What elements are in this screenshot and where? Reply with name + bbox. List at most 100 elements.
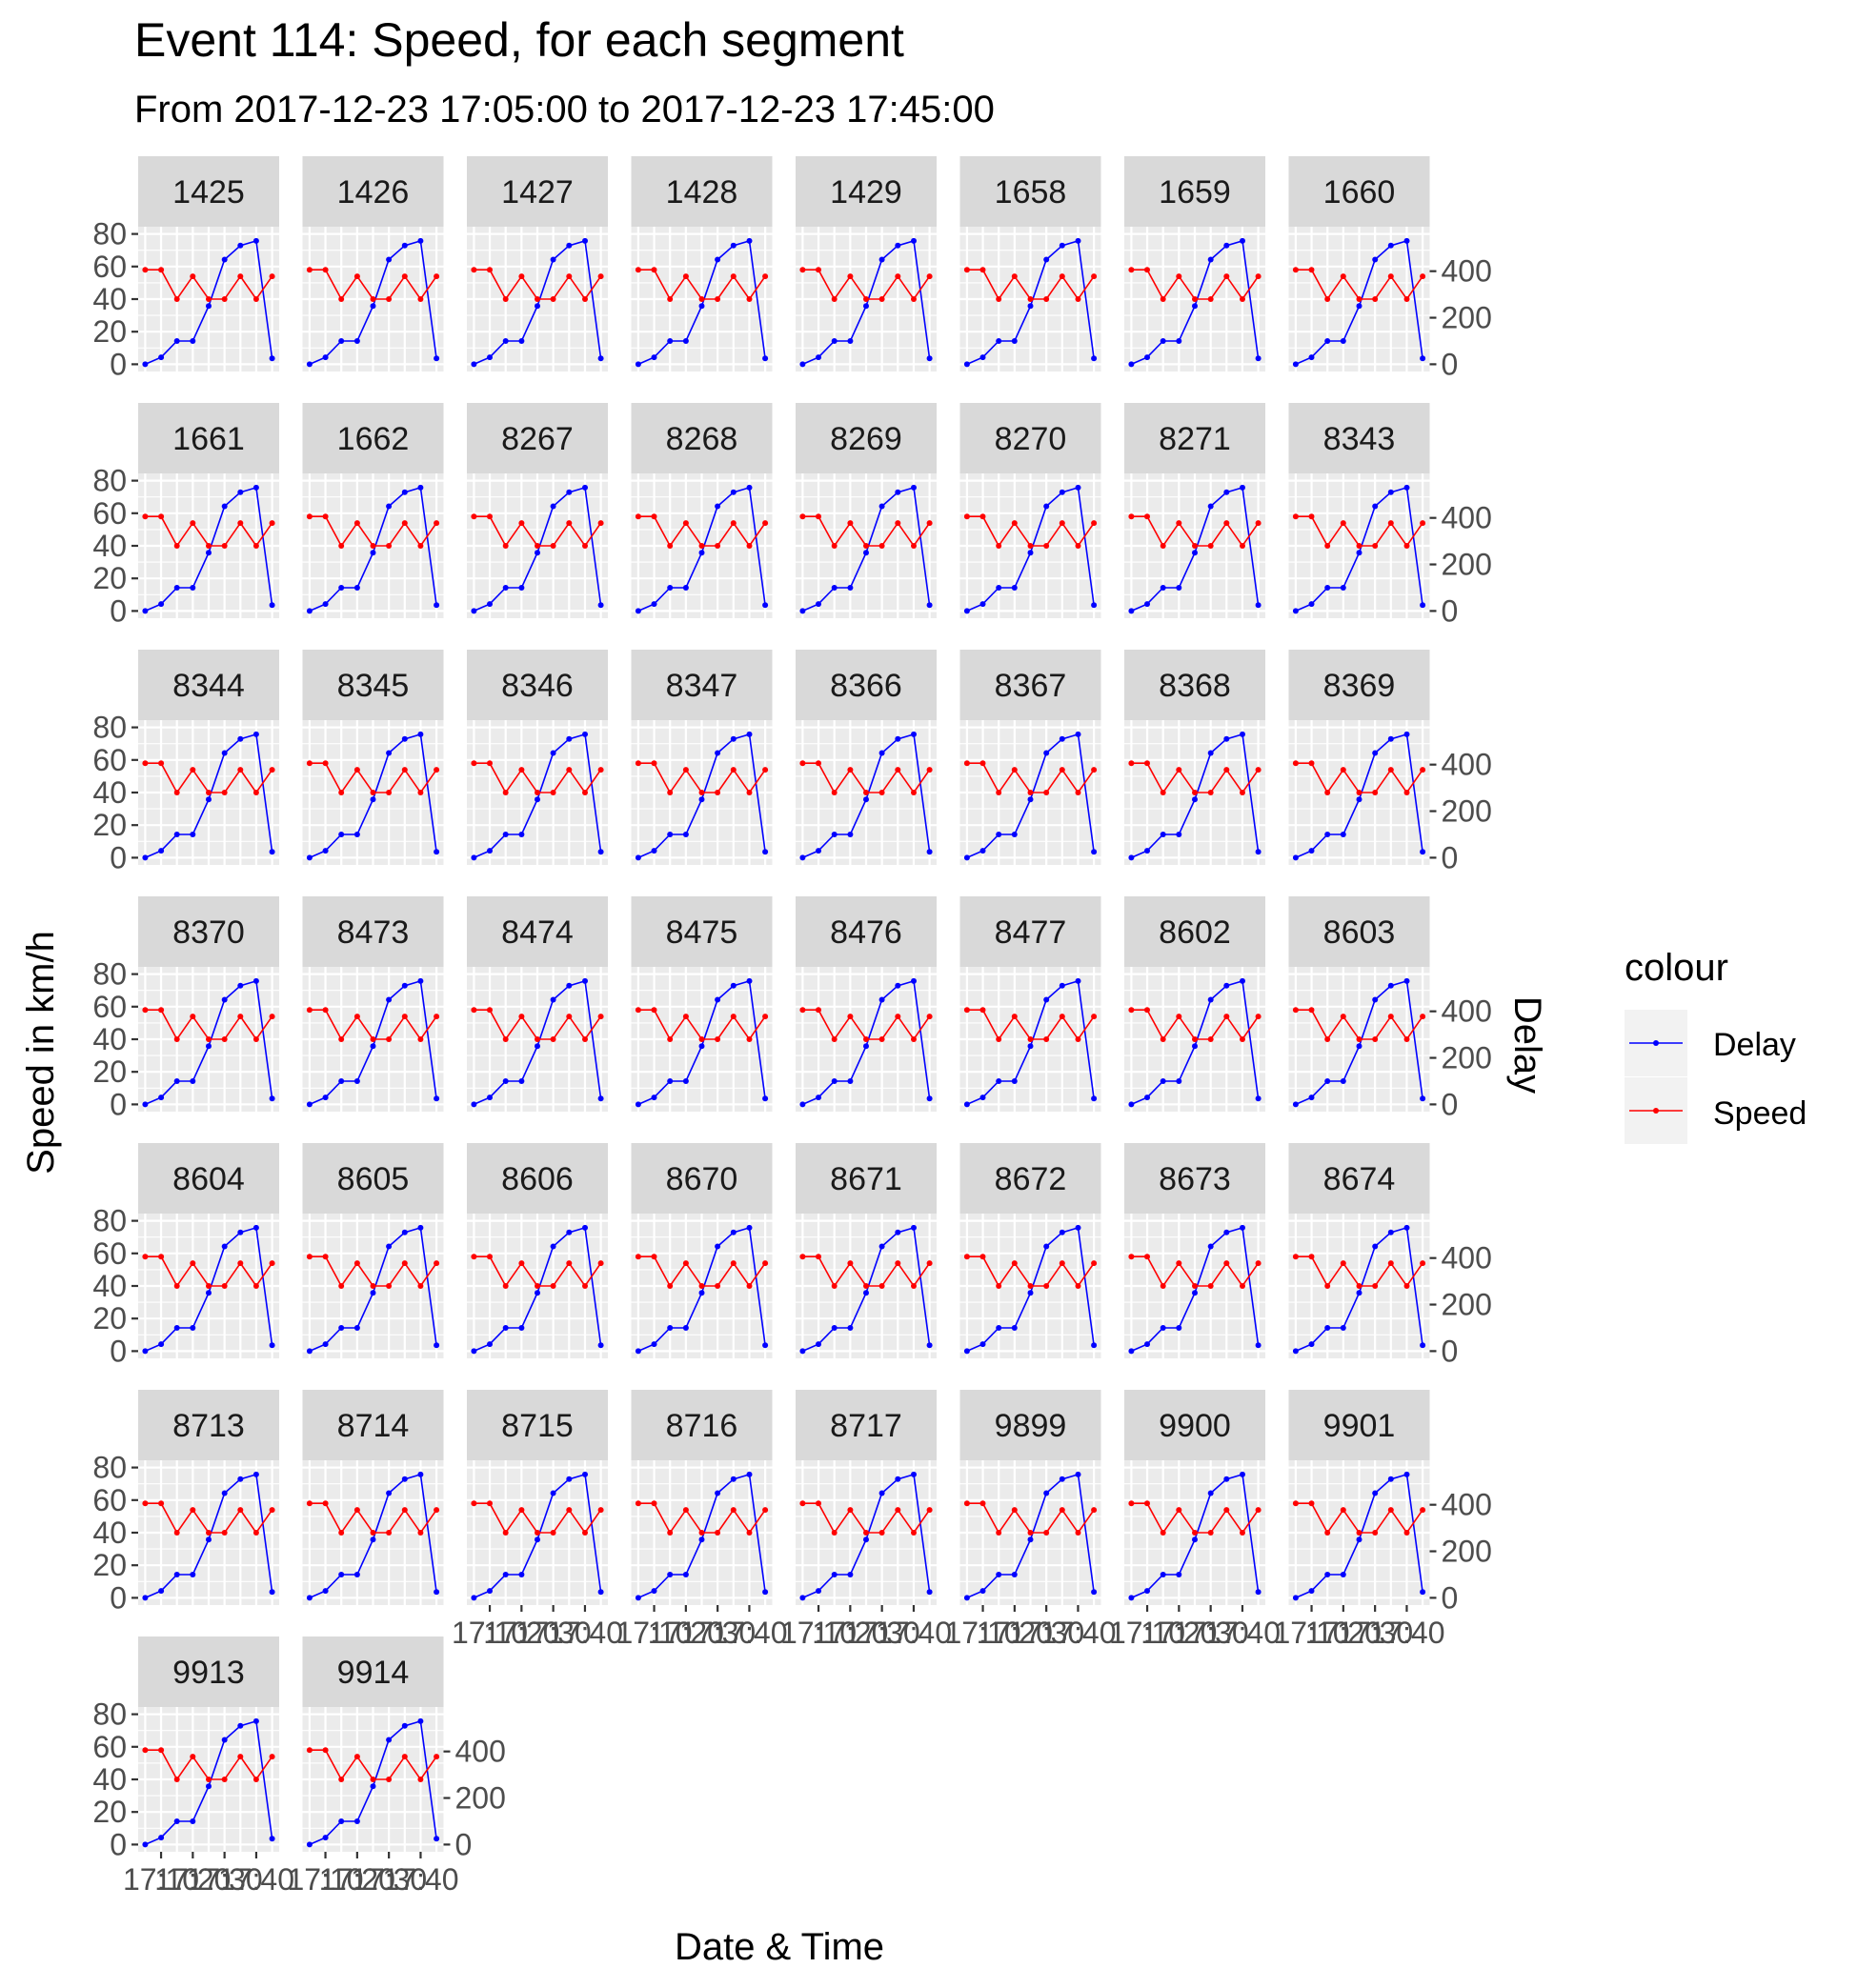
- series-point-speed: [237, 1754, 244, 1760]
- series-point-delay: [847, 1325, 854, 1331]
- series-point-speed: [306, 1500, 313, 1507]
- series-point-speed: [1255, 1014, 1262, 1020]
- series-point-speed: [1240, 1530, 1245, 1536]
- series-point-speed: [963, 1007, 970, 1014]
- series-point-speed: [878, 296, 885, 302]
- series-point-speed: [1324, 1530, 1331, 1536]
- series-point-delay: [746, 1224, 753, 1231]
- series-point-delay: [190, 832, 196, 837]
- facet-strip: [959, 896, 1101, 967]
- facet-strip-label: 1425: [172, 174, 245, 211]
- series-point-speed: [926, 1014, 933, 1020]
- series-point-delay: [1403, 731, 1410, 737]
- series-point-delay: [730, 982, 737, 989]
- series-point-delay: [158, 354, 165, 361]
- facet-strip-label: 1427: [501, 174, 574, 211]
- series-point-speed: [1356, 790, 1362, 795]
- series-point-delay: [1387, 242, 1394, 249]
- series-point-delay: [715, 256, 721, 263]
- facet-panel: 8271: [1124, 403, 1265, 618]
- series-point-delay: [1340, 1325, 1346, 1331]
- series-point-delay: [487, 601, 493, 608]
- facet-strip-label: 8716: [666, 1408, 738, 1444]
- y-axis-tick-label: 20: [92, 561, 127, 595]
- series-point-speed: [190, 1507, 196, 1514]
- series-point-speed: [306, 1007, 313, 1014]
- series-point-speed: [550, 1036, 556, 1042]
- series-point-speed: [502, 790, 509, 795]
- series-point-delay: [550, 1490, 556, 1496]
- series-point-speed: [1387, 1260, 1394, 1267]
- series-point-speed: [847, 273, 854, 280]
- series-point-delay: [878, 996, 885, 1003]
- series-point-speed: [963, 1254, 970, 1260]
- series-point-delay: [306, 608, 313, 614]
- series-point-delay: [173, 832, 180, 837]
- series-point-speed: [597, 767, 604, 773]
- series-point-speed: [370, 1283, 376, 1289]
- series-point-speed: [597, 520, 604, 527]
- series-point-speed: [401, 767, 408, 773]
- series-point-delay: [911, 1224, 917, 1231]
- series-point-delay: [190, 1325, 196, 1331]
- series-point-delay: [237, 1476, 244, 1482]
- series-point-speed: [221, 1283, 228, 1289]
- series-point-delay: [518, 338, 525, 344]
- series-point-speed: [651, 1500, 657, 1507]
- facet-strip-label: 8477: [995, 914, 1067, 951]
- series-point-delay: [158, 1835, 165, 1841]
- series-point-speed: [863, 543, 869, 549]
- series-point-speed: [1027, 543, 1034, 549]
- facet-panel: 8268: [631, 403, 773, 618]
- series-point-speed: [1160, 1530, 1166, 1536]
- y-axis-tick-label: 60: [92, 496, 127, 531]
- series-point-speed: [979, 1500, 986, 1507]
- series-point-delay: [682, 338, 689, 344]
- series-point-speed: [269, 1014, 275, 1020]
- series-point-delay: [1324, 1325, 1331, 1331]
- series-point-delay: [434, 1836, 440, 1842]
- series-point-delay: [979, 1094, 986, 1101]
- facet-strip: [796, 1390, 937, 1460]
- series-point-speed: [401, 1260, 408, 1267]
- series-point-speed: [746, 1036, 753, 1042]
- facet-strip: [138, 403, 279, 473]
- y-axis-title: Speed in km/h: [20, 931, 62, 1175]
- series-point-speed: [816, 760, 821, 767]
- series-point-delay: [911, 977, 917, 984]
- series-point-speed: [173, 1777, 180, 1782]
- series-point-delay: [1011, 1572, 1018, 1577]
- series-point-delay: [306, 361, 313, 368]
- series-point-delay: [682, 585, 689, 591]
- y-axis-tick-label: 80: [92, 1451, 127, 1485]
- series-point-delay: [269, 355, 275, 362]
- series-point-delay: [1176, 832, 1182, 837]
- series-point-delay: [434, 355, 440, 362]
- y-axis-tick-label: 60: [92, 1236, 127, 1271]
- series-point-delay: [158, 1094, 165, 1101]
- series-point-delay: [322, 1094, 329, 1101]
- series-point-speed: [1403, 1036, 1410, 1042]
- series-point-speed: [1324, 790, 1331, 795]
- series-point-delay: [1356, 796, 1362, 803]
- series-point-speed: [1160, 790, 1166, 795]
- series-point-speed: [1128, 513, 1135, 520]
- series-point-delay: [206, 1536, 212, 1543]
- series-point-delay: [142, 361, 149, 368]
- y2-axis-tick-label: 200: [1442, 301, 1492, 335]
- series-point-delay: [1027, 550, 1034, 556]
- series-point-speed: [762, 520, 769, 527]
- series-point-delay: [996, 585, 1002, 591]
- series-point-delay: [1292, 854, 1299, 861]
- series-point-delay: [1176, 338, 1182, 344]
- facet-panel: 1427: [467, 156, 608, 371]
- x-axis-tick-label: 17:40: [218, 1862, 294, 1897]
- series-point-speed: [417, 1283, 424, 1289]
- series-point-speed: [1223, 520, 1230, 527]
- series-point-speed: [370, 296, 376, 302]
- series-point-delay: [1128, 608, 1135, 614]
- series-point-speed: [158, 1747, 165, 1754]
